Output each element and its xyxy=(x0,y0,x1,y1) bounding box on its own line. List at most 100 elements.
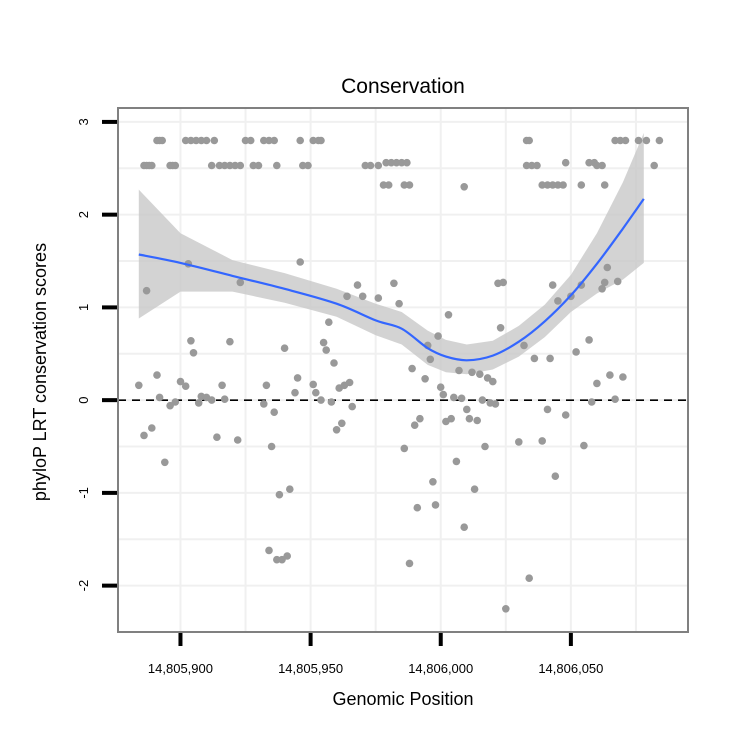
data-point xyxy=(246,136,255,145)
data-point xyxy=(338,419,346,428)
data-point xyxy=(312,388,320,397)
data-point xyxy=(439,390,448,399)
data-point xyxy=(621,136,630,145)
data-point xyxy=(262,381,271,390)
data-point xyxy=(332,426,341,434)
data-point xyxy=(403,158,411,167)
data-point xyxy=(650,161,658,170)
data-point xyxy=(642,136,651,145)
data-point xyxy=(525,574,533,582)
data-point xyxy=(470,485,479,494)
data-point xyxy=(468,368,476,377)
data-point xyxy=(551,472,560,481)
data-point xyxy=(585,158,593,167)
data-point xyxy=(286,485,294,494)
data-point xyxy=(317,396,325,404)
data-point xyxy=(410,421,419,430)
data-point xyxy=(384,181,393,189)
data-point xyxy=(387,158,396,167)
data-point xyxy=(273,161,281,170)
data-point xyxy=(236,161,245,170)
data-point xyxy=(405,559,414,568)
data-point xyxy=(580,441,588,450)
data-point xyxy=(345,378,354,387)
data-point xyxy=(161,458,169,467)
data-point xyxy=(530,354,539,363)
data-point xyxy=(600,181,609,189)
data-point xyxy=(181,382,190,391)
data-point xyxy=(390,279,398,288)
data-point xyxy=(429,478,437,486)
data-point xyxy=(187,136,195,145)
data-point xyxy=(395,299,403,308)
data-point xyxy=(293,374,302,382)
data-point xyxy=(249,161,258,170)
data-point xyxy=(218,381,226,390)
data-point xyxy=(397,158,406,167)
data-point xyxy=(392,158,401,167)
data-point xyxy=(353,281,362,289)
panel-border-layer xyxy=(117,107,689,633)
data-point xyxy=(533,161,541,170)
data-point xyxy=(181,136,190,145)
data-point xyxy=(593,379,601,388)
data-point xyxy=(270,136,279,145)
data-point xyxy=(496,324,505,332)
data-point xyxy=(299,161,307,170)
data-point xyxy=(502,605,510,613)
x-axis-title: Genomic Position xyxy=(332,689,473,709)
data-point xyxy=(611,395,619,404)
data-point xyxy=(270,408,279,417)
data-point xyxy=(283,552,292,560)
data-point xyxy=(538,437,546,445)
data-point xyxy=(309,136,318,145)
data-point xyxy=(267,442,276,451)
data-point xyxy=(463,405,471,414)
data-point xyxy=(465,414,474,423)
data-point xyxy=(260,400,268,408)
data-point xyxy=(197,136,206,145)
data-point xyxy=(577,181,586,189)
data-point xyxy=(296,136,305,145)
data-point xyxy=(431,501,440,509)
data-point xyxy=(561,158,570,167)
data-point xyxy=(455,366,463,375)
data-point xyxy=(619,373,627,381)
data-point xyxy=(140,431,148,440)
data-point xyxy=(236,278,245,287)
data-point xyxy=(254,161,263,170)
data-point xyxy=(220,395,229,404)
data-point xyxy=(374,294,383,302)
data-point xyxy=(450,393,458,402)
x-tick-label: 14,805,950 xyxy=(278,661,343,676)
data-point xyxy=(207,396,216,404)
data-point xyxy=(135,381,143,390)
y-tick-label: 2 xyxy=(76,211,91,218)
data-point xyxy=(291,388,299,397)
data-point xyxy=(444,311,453,319)
data-point xyxy=(416,414,424,423)
y-tick-label: 0 xyxy=(76,396,91,403)
data-point xyxy=(265,136,273,145)
data-point xyxy=(616,136,625,145)
data-point xyxy=(361,161,370,170)
data-point xyxy=(457,394,466,403)
data-point xyxy=(554,297,562,305)
data-point xyxy=(330,359,338,367)
data-point xyxy=(520,341,528,350)
y-tick-label: 3 xyxy=(76,118,91,125)
data-point xyxy=(548,181,557,189)
y-tick-label: -1 xyxy=(76,487,91,499)
chart-title: Conservation xyxy=(341,75,465,98)
data-point xyxy=(327,398,336,406)
data-point xyxy=(296,258,305,266)
data-point xyxy=(598,285,606,293)
x-tick-label: 14,806,050 xyxy=(538,661,603,676)
y-tick-label: -2 xyxy=(76,580,91,592)
data-point xyxy=(434,332,442,340)
data-point xyxy=(611,136,619,145)
data-point xyxy=(655,136,664,145)
data-point xyxy=(436,383,445,392)
data-point xyxy=(554,181,562,189)
